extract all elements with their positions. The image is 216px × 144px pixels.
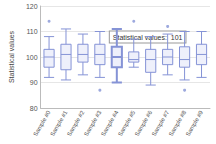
svg-text:120: 120 bbox=[26, 3, 38, 10]
svg-text:90: 90 bbox=[30, 79, 38, 86]
svg-text:110: 110 bbox=[26, 28, 37, 35]
svg-text:100: 100 bbox=[26, 54, 38, 61]
svg-text:Statistical values: Statistical values bbox=[8, 30, 15, 83]
svg-text:Sample #9: Sample #9 bbox=[185, 109, 205, 137]
svg-text:Statistical values: 101: Statistical values: 101 bbox=[112, 33, 183, 41]
svg-text:Sample #5: Sample #5 bbox=[116, 109, 137, 138]
svg-text:Sample #3: Sample #3 bbox=[83, 109, 103, 138]
svg-text:Sample #7: Sample #7 bbox=[150, 109, 171, 138]
svg-text:Sample #4: Sample #4 bbox=[99, 109, 120, 138]
svg-text:Sample #1: Sample #1 bbox=[49, 109, 69, 138]
svg-text:Sample #6: Sample #6 bbox=[133, 109, 154, 138]
svg-text:Sample #0: Sample #0 bbox=[32, 109, 52, 138]
svg-text:Sample #8: Sample #8 bbox=[167, 109, 188, 138]
svg-text:80: 80 bbox=[30, 105, 38, 112]
svg-text:Sample #2: Sample #2 bbox=[66, 109, 86, 138]
